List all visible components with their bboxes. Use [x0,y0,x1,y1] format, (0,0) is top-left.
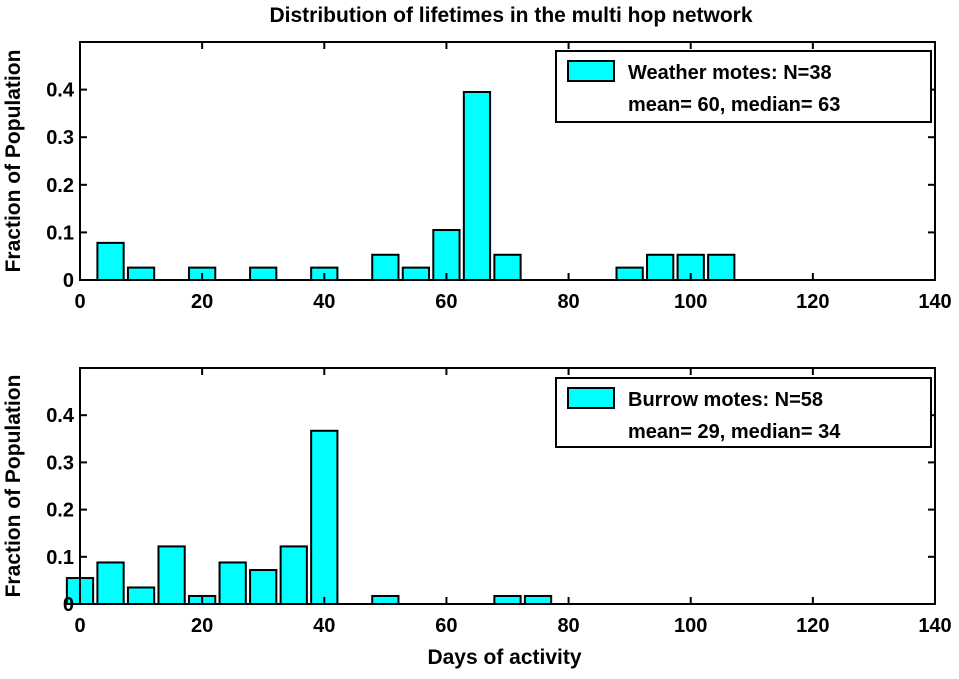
legend-swatch [567,387,615,409]
y-tick-label: 0.2 [46,175,74,197]
x-tick-label: 100 [674,615,707,637]
x-tick-label: 20 [191,291,213,313]
y-tick-label: 0.1 [46,547,74,569]
bar [615,266,644,281]
y-tick-label: 0.1 [46,222,74,244]
y-tick-label: 0.4 [46,80,75,102]
legend-label: Burrow motes: N=58 [628,389,823,411]
legend-box [555,50,932,123]
bar [646,253,675,282]
x-tick-label: 40 [313,615,335,637]
bar [96,561,125,605]
bar [279,545,308,606]
bar [310,429,339,605]
y-tick-label: 0.3 [46,452,74,474]
bar [218,561,247,605]
chart-panel-1: 0 20 40 60 80 100 120 140 0 0.1 0.2 0.3 0.4 Fraction … [2,41,952,313]
x-tick-label: 60 [435,615,457,637]
x-tick-label: 100 [674,291,707,313]
x-axis-label: Days of activity [427,646,581,669]
x-tick-label: 140 [918,291,951,313]
bar [523,594,553,606]
x-tick-label: 80 [557,615,579,637]
y-tick-label: 0.3 [46,127,74,149]
bar [462,90,492,282]
y-axis-label: Fraction of Population [2,50,25,273]
bar [707,253,736,282]
bar [157,545,186,606]
bar [493,253,522,282]
x-tick-label: 140 [918,615,951,637]
x-tick-label: 0 [74,291,85,313]
legend-subtext: mean= 60, median= 63 [628,94,840,116]
legend-swatch [567,60,615,82]
bar [96,241,125,281]
x-tick-label: 120 [796,615,829,637]
bar [493,594,522,606]
legend-label: Weather motes: N=38 [628,62,832,84]
legend-box [555,377,932,448]
x-tick-label: 80 [557,291,579,313]
bar [126,266,156,281]
axes-frame [79,367,936,605]
y-tick-label: 0.2 [46,500,74,522]
bar [432,229,461,282]
x-tick-label: 20 [191,615,213,637]
x-tick-label: 0 [74,615,85,637]
y-tick-label: 0 [63,594,74,616]
x-tick-label: 60 [435,291,457,313]
x-tick-label: 40 [313,291,335,313]
bar [249,569,278,605]
y-tick-label: 0 [63,270,74,292]
bar [401,266,431,281]
axes-frame [79,41,936,281]
bar [371,253,400,282]
bar [249,266,278,281]
chart-panel-2: 0 20 40 60 80 100 120 140 0 0.1 0.2 0.3 0.4 Fraction … [2,367,952,669]
y-tick-label: 0.4 [46,405,75,427]
y-axis-label: Fraction of Population [2,375,25,598]
legend-subtext: mean= 29, median= 34 [628,421,841,443]
x-tick-label: 120 [796,291,829,313]
chart-title: Distribution of lifetimes in the multi h… [270,4,753,27]
bar [371,594,400,606]
bar [126,586,156,605]
